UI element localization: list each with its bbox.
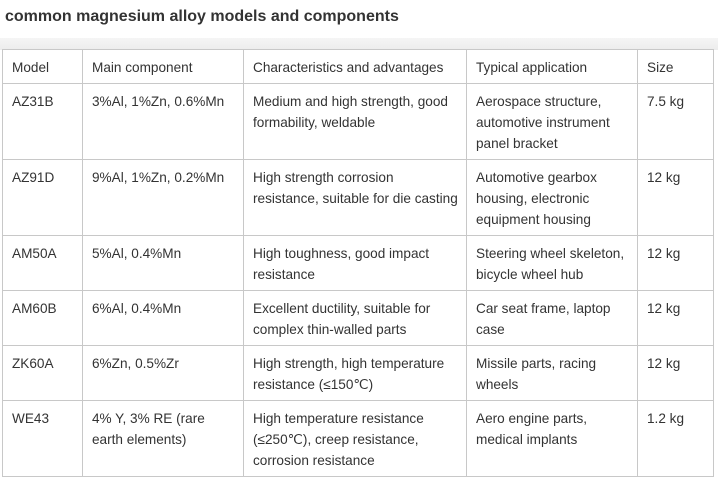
alloy-table: Model Main component Characteristics and…	[2, 49, 714, 477]
cell-typical-application: Automotive gearbox housing, electronic e…	[466, 159, 638, 236]
table-row: AM50A 5%Al, 0.4%Mn High toughness, good …	[2, 235, 714, 291]
cell-size: 12 kg	[637, 345, 714, 401]
cell-characteristics: Excellent ductility, suitable for comple…	[243, 290, 467, 346]
cell-main-component: 4% Y, 3% RE (rare earth elements)	[82, 400, 244, 477]
cell-main-component: 3%Al, 1%Zn, 0.6%Mn	[82, 83, 244, 160]
cell-main-component: 9%Al, 1%Zn, 0.2%Mn	[82, 159, 244, 236]
cell-characteristics: High strength corrosion resistance, suit…	[243, 159, 467, 236]
header-size: Size	[637, 49, 714, 84]
page-title: common magnesium alloy models and compon…	[5, 8, 399, 25]
header-model: Model	[2, 49, 83, 84]
cell-model: AZ91D	[2, 159, 83, 236]
cell-model: WE43	[2, 400, 83, 477]
header-characteristics: Characteristics and advantages	[243, 49, 467, 84]
table-row: AZ91D 9%Al, 1%Zn, 0.2%Mn High strength c…	[2, 159, 714, 236]
cell-size: 7.5 kg	[637, 83, 714, 160]
cell-characteristics: Medium and high strength, good formabili…	[243, 83, 467, 160]
cell-characteristics: High temperature resistance (≤250℃), cre…	[243, 400, 467, 477]
cell-typical-application: Aerospace structure, automotive instrume…	[466, 83, 638, 160]
cell-model: AZ31B	[2, 83, 83, 160]
cell-typical-application: Steering wheel skeleton, bicycle wheel h…	[466, 235, 638, 291]
cell-size: 12 kg	[637, 159, 714, 236]
cell-size: 12 kg	[637, 235, 714, 291]
alloy-table-container: Model Main component Characteristics and…	[2, 49, 714, 477]
table-row: AZ31B 3%Al, 1%Zn, 0.6%Mn Medium and high…	[2, 83, 714, 160]
cell-size: 12 kg	[637, 290, 714, 346]
cell-model: AM60B	[2, 290, 83, 346]
header-main-component: Main component	[82, 49, 244, 84]
cell-model: ZK60A	[2, 345, 83, 401]
title-divider	[0, 38, 718, 50]
cell-typical-application: Aero engine parts, medical implants	[466, 400, 638, 477]
table-row: AM60B 6%Al, 0.4%Mn Excellent ductility, …	[2, 290, 714, 346]
cell-characteristics: High strength, high temperature resistan…	[243, 345, 467, 401]
cell-main-component: 6%Al, 0.4%Mn	[82, 290, 244, 346]
table-header-row: Model Main component Characteristics and…	[2, 49, 714, 84]
table-row: WE43 4% Y, 3% RE (rare earth elements) H…	[2, 400, 714, 477]
cell-characteristics: High toughness, good impact resistance	[243, 235, 467, 291]
cell-typical-application: Missile parts, racing wheels	[466, 345, 638, 401]
cell-main-component: 6%Zn, 0.5%Zr	[82, 345, 244, 401]
header-typical-application: Typical application	[466, 49, 638, 84]
table-row: ZK60A 6%Zn, 0.5%Zr High strength, high t…	[2, 345, 714, 401]
cell-main-component: 5%Al, 0.4%Mn	[82, 235, 244, 291]
cell-size: 1.2 kg	[637, 400, 714, 477]
cell-model: AM50A	[2, 235, 83, 291]
cell-typical-application: Car seat frame, laptop case	[466, 290, 638, 346]
